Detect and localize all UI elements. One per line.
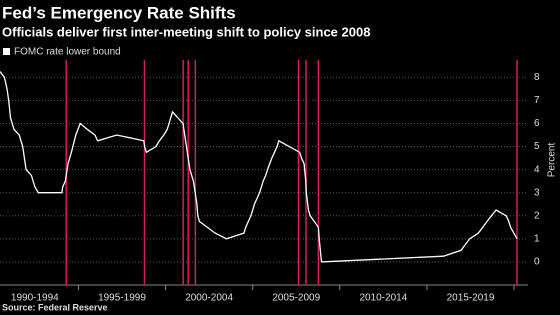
y-tick-label: 8 — [534, 72, 540, 83]
x-tick-label: 2005-2009 — [272, 293, 320, 304]
x-tick-label: 2015-2019 — [447, 293, 495, 304]
x-tick-label: 1995-1999 — [98, 293, 146, 304]
y-tick-label: 7 — [534, 95, 540, 106]
x-tick-label: 2010-2014 — [359, 293, 407, 304]
y-tick-label: 5 — [534, 141, 540, 152]
y-axis-title: Percent — [547, 143, 558, 178]
y-tick-label: 3 — [534, 187, 540, 198]
chart-title: Fed’s Emergency Rate Shifts — [2, 3, 236, 22]
y-tick-label: 2 — [534, 210, 540, 221]
y-tick-label: 6 — [534, 118, 540, 129]
legend-label: FOMC rate lower bound — [14, 47, 121, 58]
y-tick-label: 4 — [534, 164, 540, 175]
chart-subtitle: Officials deliver first inter-meeting sh… — [2, 24, 370, 39]
y-tick-label: 0 — [534, 257, 540, 268]
rate-line — [0, 71, 518, 263]
y-tick-label: 1 — [534, 233, 540, 244]
x-tick-label: 1990-1994 — [11, 293, 59, 304]
source: Source: Federal Reserve — [2, 302, 108, 312]
legend-swatch — [3, 48, 10, 55]
x-tick-label: 2000-2004 — [185, 293, 233, 304]
